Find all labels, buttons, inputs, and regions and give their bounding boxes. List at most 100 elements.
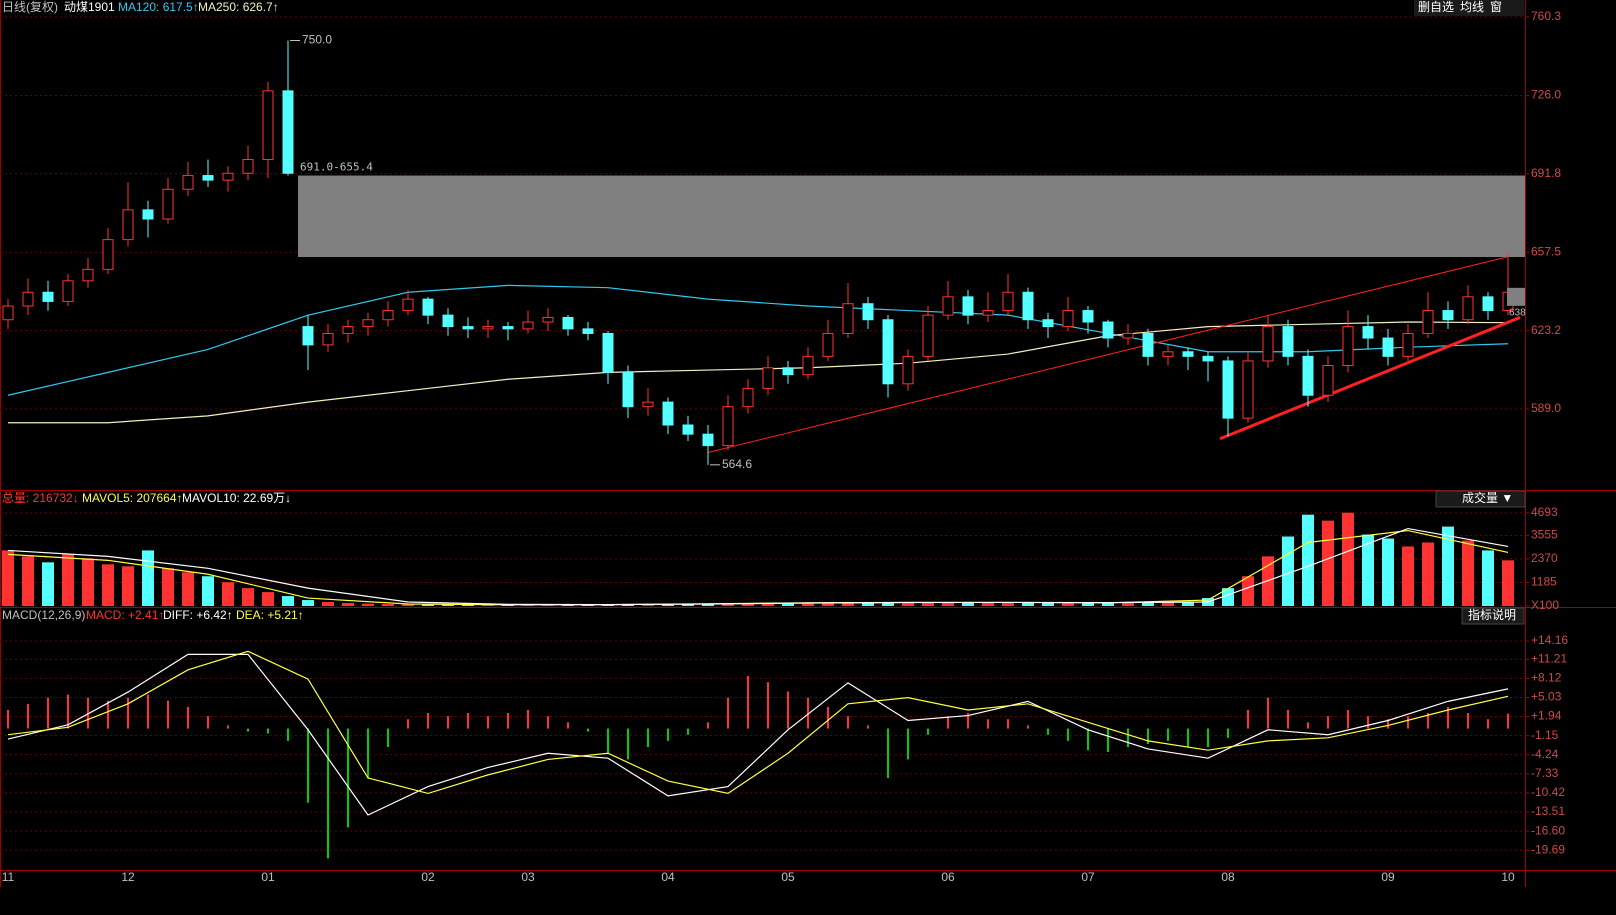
volume-bar	[1302, 514, 1314, 606]
candle-body	[1482, 296, 1494, 312]
candle-body	[1282, 326, 1294, 357]
macd-bar	[1167, 728, 1169, 741]
candle-body	[1362, 326, 1374, 339]
trend-line	[707, 256, 1509, 453]
annotation-label: 750.0	[302, 33, 332, 47]
volume-bar	[842, 602, 854, 606]
candle-body	[562, 316, 574, 330]
candle-body	[122, 209, 134, 241]
volume-bar	[462, 604, 474, 606]
volume-bar	[1422, 542, 1434, 606]
candle-body	[1142, 332, 1154, 357]
candle-body	[622, 371, 634, 408]
volume-bar	[1362, 534, 1374, 606]
x-tick-label: 04	[661, 870, 675, 884]
y-tick-label: +14.16	[1531, 633, 1568, 647]
candle-body	[762, 367, 774, 389]
y-tick-label: X100	[1531, 598, 1559, 612]
indicator-menu-label[interactable]: 成交量 ▼	[1462, 490, 1513, 505]
y-tick-label: 726.0	[1531, 88, 1561, 102]
volume-bar	[1122, 602, 1134, 606]
candle-body	[282, 90, 294, 174]
macd-bar	[1487, 719, 1489, 729]
help-button[interactable]	[1461, 607, 1525, 625]
toolbar	[1414, 0, 1524, 16]
x-tick-label: 06	[941, 870, 955, 884]
macd-bar	[1447, 706, 1449, 729]
gap-zone	[298, 175, 1525, 258]
volume-bar	[582, 604, 594, 606]
help-button-label[interactable]: 指标说明	[1468, 607, 1516, 622]
candle-body	[82, 268, 94, 282]
ma-line	[7, 284, 1509, 396]
macd-bar	[427, 713, 429, 729]
y-tick-label: 760.3	[1531, 9, 1561, 23]
candle-body	[342, 326, 354, 334]
macd-bar	[347, 728, 349, 828]
volume-bar	[862, 602, 874, 606]
x-tick-label: 05	[781, 870, 795, 884]
macd-bar	[1407, 716, 1409, 729]
candle-body	[1242, 360, 1254, 419]
y-tick-label: +8.12	[1531, 671, 1562, 685]
volume-bar	[1442, 526, 1454, 606]
candle-body	[402, 298, 414, 312]
volume-bar	[182, 572, 194, 606]
volume-bar	[342, 603, 354, 606]
volume-bar	[162, 568, 174, 606]
macd-legend: MACD: +2.41↑	[86, 608, 164, 622]
x-tick-label: 07	[1081, 870, 1095, 884]
candle-body	[102, 239, 114, 270]
y-tick-label: +1.94	[1531, 709, 1562, 723]
macd-bar	[667, 728, 669, 741]
candle-body	[502, 326, 514, 330]
macd-bar	[207, 716, 209, 729]
macd-bar	[727, 697, 729, 729]
macd-bar	[527, 710, 529, 729]
candle-body	[662, 401, 674, 426]
volume-bar	[1402, 546, 1414, 606]
dea-legend: DEA: +5.21↑	[236, 608, 304, 622]
candle-body	[1422, 310, 1434, 334]
y-tick-label: +5.03	[1531, 690, 1562, 704]
macd-bar	[1427, 713, 1429, 729]
macd-bar	[407, 719, 409, 729]
candle-body	[202, 175, 214, 181]
volume-bar	[222, 582, 234, 606]
macd-bar	[227, 725, 229, 729]
macd-bar	[327, 728, 329, 859]
candle-body	[162, 188, 174, 220]
macd-bar	[147, 694, 149, 729]
y-tick-label: 3555	[1531, 528, 1558, 542]
candle-body	[1002, 291, 1014, 312]
volume-bar	[922, 602, 934, 606]
macd-bar	[87, 697, 89, 729]
x-tick-label: 12	[121, 870, 135, 884]
volume-bar	[682, 603, 694, 606]
volume-bar	[1162, 602, 1174, 606]
volume-bar	[362, 603, 374, 606]
toolbar-button[interactable]: 均线	[1460, 0, 1484, 14]
indicator-menu[interactable]	[1435, 490, 1526, 508]
y-tick-label: -19.69	[1531, 842, 1565, 856]
candle-body	[722, 406, 734, 447]
symbol-label: 动煤1901	[64, 0, 115, 14]
indicator-line	[7, 650, 1509, 795]
volume-bar	[82, 558, 94, 606]
toolbar-button[interactable]: 删自选	[1418, 0, 1454, 14]
candle-body	[1222, 360, 1234, 419]
candle-body	[422, 298, 434, 316]
indicator-line	[7, 653, 1509, 816]
volume-bar	[482, 604, 494, 606]
y-tick-label: 4693	[1531, 505, 1558, 519]
volume-bar	[1182, 602, 1194, 606]
candle-body	[1442, 310, 1454, 321]
macd-bar	[787, 691, 789, 729]
candle-body	[1202, 355, 1214, 362]
candle-body	[642, 401, 654, 408]
trend-line	[1219, 316, 1521, 441]
toolbar-button[interactable]: 窗	[1490, 0, 1502, 14]
macd-bar	[1047, 728, 1049, 735]
